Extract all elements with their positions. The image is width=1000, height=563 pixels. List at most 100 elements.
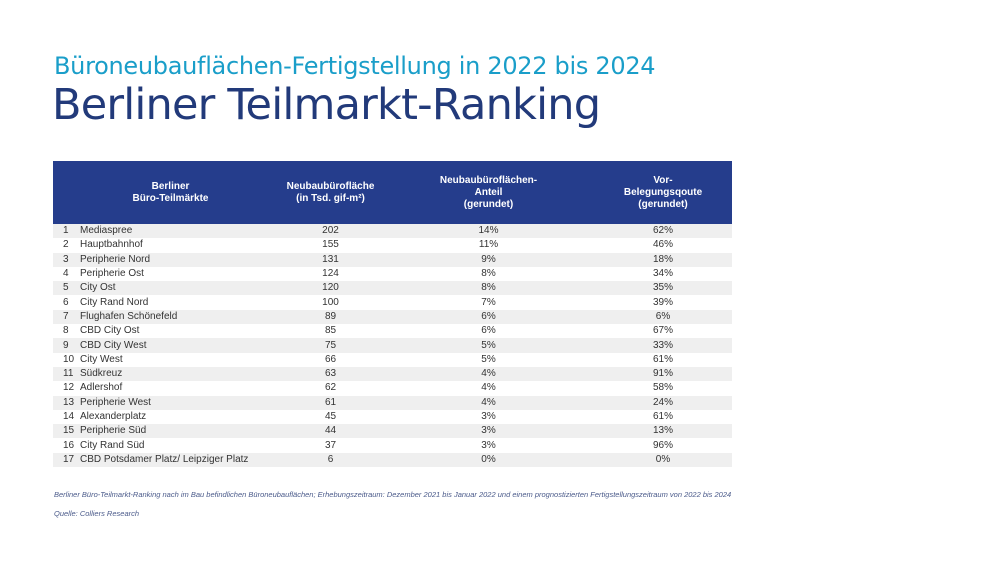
submarket-name-cell: CBD City Ost xyxy=(80,324,279,339)
share-cell: 5% xyxy=(383,338,595,353)
preletting-cell: 58% xyxy=(594,381,733,396)
column-header-preletting: Vor- Belegungsqoute (gerundet) xyxy=(594,161,733,224)
preletting-cell: 18% xyxy=(594,252,733,267)
area-cell: 100 xyxy=(278,295,384,310)
rank-cell: 2 xyxy=(53,238,80,253)
table-header: Berliner Büro-Teilmärkte Neubaubürofläch… xyxy=(53,161,733,224)
submarket-name-cell: Peripherie West xyxy=(80,395,279,410)
table-row: 8 CBD City Ost 85 6% 67% xyxy=(53,324,733,339)
table-row: 15 Peripherie Süd 44 3% 13% xyxy=(53,424,733,439)
submarket-name-cell: CBD City West xyxy=(80,338,279,353)
submarket-name-cell: Peripherie Ost xyxy=(80,266,279,282)
rank-cell: 5 xyxy=(53,281,80,296)
submarket-name-cell: City West xyxy=(80,352,279,367)
area-cell: 44 xyxy=(278,424,384,439)
table-header-row: Berliner Büro-Teilmärkte Neubaubürofläch… xyxy=(53,161,733,224)
column-header-submarket: Berliner Büro-Teilmärkte xyxy=(53,161,279,224)
submarket-name-cell: Flughafen Schönefeld xyxy=(80,309,279,325)
share-cell: 9% xyxy=(383,252,595,267)
submarket-name-cell: City Rand Nord xyxy=(80,295,279,310)
area-cell: 85 xyxy=(278,324,384,339)
rank-cell: 14 xyxy=(53,409,80,425)
rank-cell: 9 xyxy=(53,338,80,353)
share-cell: 8% xyxy=(383,266,595,282)
preletting-cell: 24% xyxy=(594,395,733,410)
area-cell: 202 xyxy=(278,224,384,239)
rank-cell: 7 xyxy=(53,309,80,325)
preletting-cell: 39% xyxy=(594,295,733,310)
share-cell: 3% xyxy=(383,409,595,425)
table-row: 11 Südkreuz 63 4% 91% xyxy=(53,366,733,382)
rank-cell: 12 xyxy=(53,381,80,396)
share-cell: 6% xyxy=(383,324,595,339)
rank-cell: 13 xyxy=(53,395,80,410)
table-row: 12 Adlershof 62 4% 58% xyxy=(53,381,733,396)
area-cell: 61 xyxy=(278,395,384,410)
table-row: 14 Alexanderplatz 45 3% 61% xyxy=(53,409,733,425)
column-header-area: Neubaubürofläche (in Tsd. gif-m²) xyxy=(278,161,384,224)
share-cell: 6% xyxy=(383,309,595,325)
rank-cell: 8 xyxy=(53,324,80,339)
rank-cell: 10 xyxy=(53,352,80,367)
table-row: 13 Peripherie West 61 4% 24% xyxy=(53,395,733,410)
source-note: Quelle: Colliers Research xyxy=(54,509,140,518)
page-subtitle: Büroneubauflächen-Fertigstellung in 2022… xyxy=(54,52,656,80)
preletting-cell: 67% xyxy=(594,324,733,339)
table-row: 9 CBD City West 75 5% 33% xyxy=(53,338,733,353)
submarket-name-cell: Alexanderplatz xyxy=(80,409,279,425)
table-row: 17 CBD Potsdamer Platz/ Leipziger Platz 6 0… xyxy=(53,452,733,468)
ranking-table: Berliner Büro-Teilmärkte Neubaubürofläch… xyxy=(53,161,733,468)
preletting-cell: 13% xyxy=(594,424,733,439)
share-cell: 3% xyxy=(383,424,595,439)
rank-cell: 15 xyxy=(53,424,80,439)
preletting-cell: 35% xyxy=(594,281,733,296)
share-cell: 4% xyxy=(383,395,595,410)
share-cell: 0% xyxy=(383,452,595,468)
area-cell: 75 xyxy=(278,338,384,353)
share-cell: 11% xyxy=(383,238,595,253)
page-title: Berliner Teilmarkt-Ranking xyxy=(52,80,601,130)
table-row: 10 City West 66 5% 61% xyxy=(53,352,733,367)
rank-cell: 4 xyxy=(53,266,80,282)
area-cell: 37 xyxy=(278,438,384,453)
share-cell: 4% xyxy=(383,381,595,396)
submarket-name-cell: Peripherie Nord xyxy=(80,252,279,267)
rank-cell: 6 xyxy=(53,295,80,310)
table-row: 6 City Rand Nord 100 7% 39% xyxy=(53,295,733,310)
share-cell: 14% xyxy=(383,224,595,239)
table-row: 2 Hauptbahnhof 155 11% 46% xyxy=(53,238,733,253)
preletting-cell: 0% xyxy=(594,452,733,468)
area-cell: 45 xyxy=(278,409,384,425)
area-cell: 62 xyxy=(278,381,384,396)
table-row: 1 Mediaspree 202 14% 62% xyxy=(53,224,733,239)
submarket-name-cell: CBD Potsdamer Platz/ Leipziger Platz xyxy=(80,452,279,468)
submarket-name-cell: Peripherie Süd xyxy=(80,424,279,439)
column-header-share: Neubaubüroflächen- Anteil (gerundet) xyxy=(383,161,595,224)
area-cell: 124 xyxy=(278,266,384,282)
share-cell: 5% xyxy=(383,352,595,367)
share-cell: 4% xyxy=(383,366,595,382)
submarket-name-cell: Mediaspree xyxy=(80,224,279,239)
footnote: Berliner Büro-Teilmarkt-Ranking nach im … xyxy=(54,490,732,499)
submarket-name-cell: City Ost xyxy=(80,281,279,296)
preletting-cell: 61% xyxy=(594,352,733,367)
rank-cell: 17 xyxy=(53,452,80,468)
table-row: 5 City Ost 120 8% 35% xyxy=(53,281,733,296)
table-row: 4 Peripherie Ost 124 8% 34% xyxy=(53,266,733,282)
table-row: 7 Flughafen Schönefeld 89 6% 6% xyxy=(53,309,733,325)
area-cell: 131 xyxy=(278,252,384,267)
table-row: 3 Peripherie Nord 131 9% 18% xyxy=(53,252,733,267)
preletting-cell: 34% xyxy=(594,266,733,282)
area-cell: 120 xyxy=(278,281,384,296)
preletting-cell: 61% xyxy=(594,409,733,425)
area-cell: 66 xyxy=(278,352,384,367)
preletting-cell: 62% xyxy=(594,224,733,239)
table-row: 16 City Rand Süd 37 3% 96% xyxy=(53,438,733,453)
area-cell: 89 xyxy=(278,309,384,325)
submarket-name-cell: City Rand Süd xyxy=(80,438,279,453)
submarket-name-cell: Hauptbahnhof xyxy=(80,238,279,253)
preletting-cell: 96% xyxy=(594,438,733,453)
rank-cell: 3 xyxy=(53,252,80,267)
area-cell: 6 xyxy=(278,452,384,468)
area-cell: 155 xyxy=(278,238,384,253)
